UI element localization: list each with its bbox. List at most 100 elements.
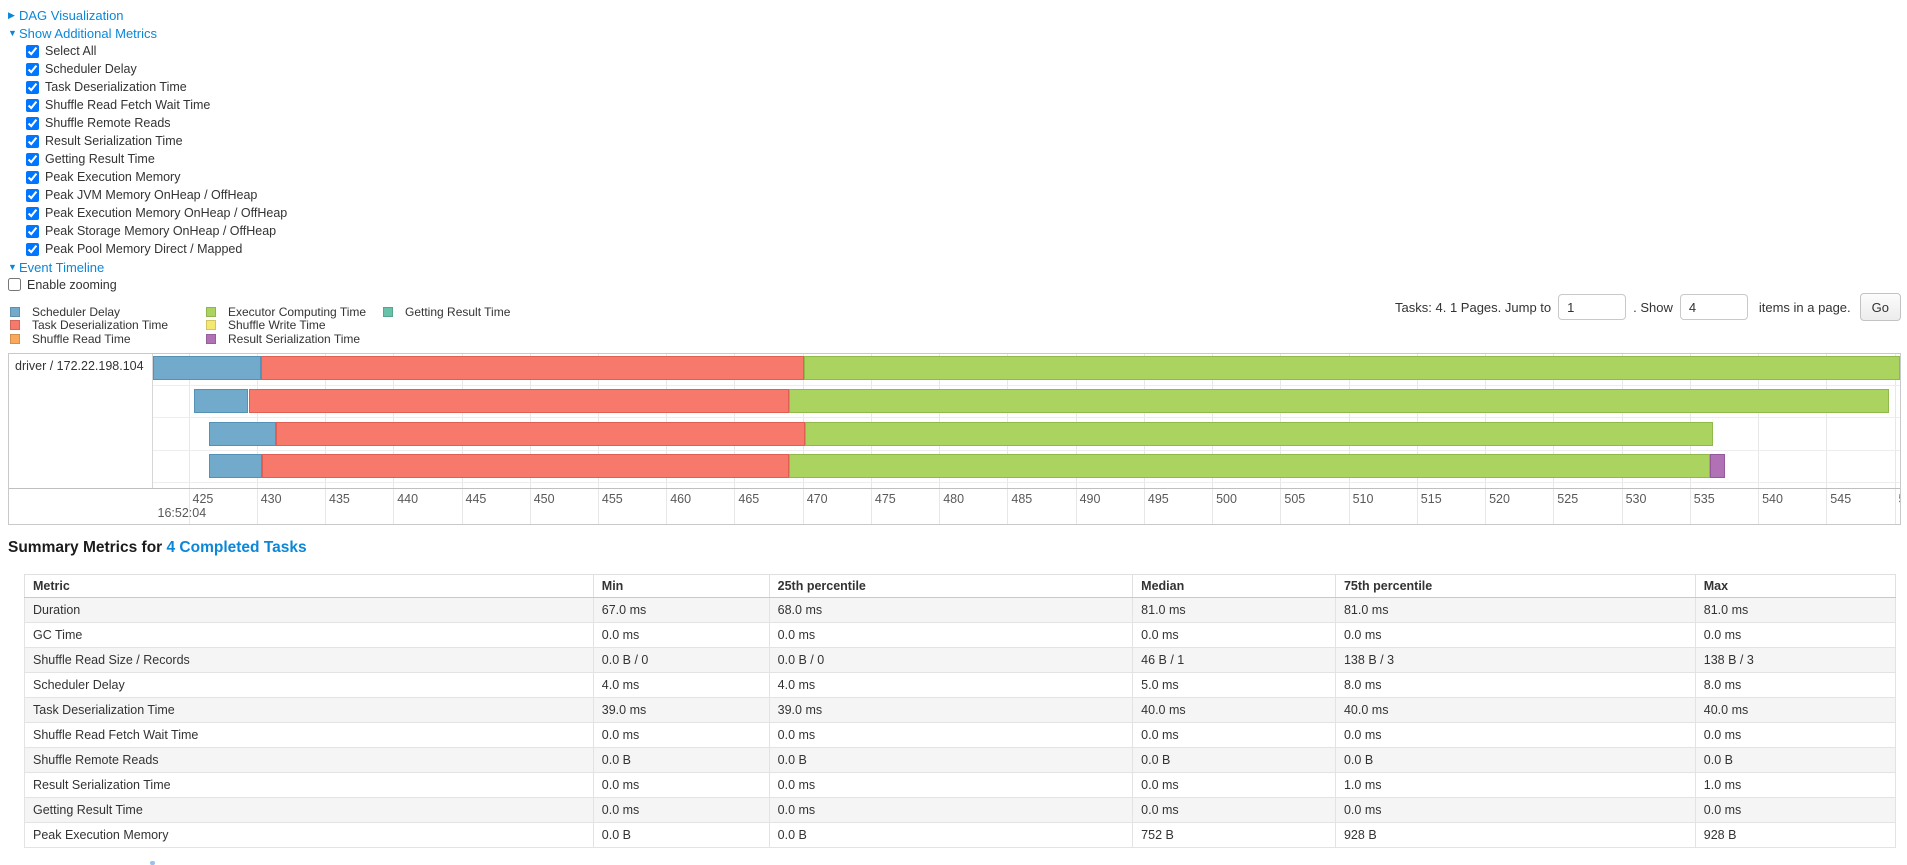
metric-checkbox[interactable] [26,98,39,112]
metric-checkbox[interactable] [26,80,39,94]
gridline [1894,354,1896,524]
jump-to-page-input[interactable] [1558,294,1627,320]
metric-name-cell: Task Deserialization Time [24,697,594,723]
metric-checkbox[interactable] [26,170,39,184]
metric-checkbox[interactable] [26,44,39,58]
task-bar-scheduler_delay[interactable] [209,421,276,446]
axis-tick-label: 510 [1352,492,1374,506]
metric-checkbox[interactable] [26,134,39,148]
axis-tick-label: 465 [738,492,760,506]
task-bar-executor_computing[interactable] [805,421,1713,446]
axis-tick-label: 520 [1489,492,1510,506]
enable-zooming-checkbox[interactable] [8,278,21,291]
task-bar-executor_computing[interactable] [789,454,1711,478]
additional-metrics-list: Select All Scheduler Delay Task Deserializ… [8,42,287,258]
table-header-cell: Min [592,574,770,598]
metric-checkbox-item: Peak JVM Memory OnHeap / OffHeap [26,186,287,204]
gridline [1826,354,1828,524]
metric-checkbox[interactable] [26,224,39,238]
show-additional-metrics-toggle[interactable]: ▼ Show Additional Metrics [8,24,287,42]
metric-value-cell: 67.0 ms [592,597,770,623]
axis-tick-label: 480 [943,492,965,506]
legend-column-2: Executor Computing Time Shuffle Write Tim… [206,305,366,346]
event-timeline-chart: driver / 172.22.198.104 425 430 435 440 445 4… [8,353,1901,525]
axis-tick-label: 440 [397,492,419,506]
completed-tasks-link[interactable]: 4 Completed Tasks [166,539,307,556]
metric-name-cell: Result Serialization Time [24,772,594,798]
metric-checkbox[interactable] [26,152,39,166]
metric-value-cell: 0.0 B [592,747,770,773]
enable-zooming-row: Enable zooming [8,276,287,293]
metric-value-cell: 0.0 ms [1694,622,1897,648]
metric-value-cell: 0.0 ms [1694,722,1897,748]
metric-checkbox-label: Peak JVM Memory OnHeap / OffHeap [45,188,258,202]
dag-visualization-label: DAG Visualization [19,7,124,23]
legend-label: Executor Computing Time [228,304,367,319]
row-separator [153,384,1900,386]
metric-checkbox[interactable] [26,206,39,220]
legend-label: Result Serialization Time [228,331,361,346]
metric-checkbox-item: Peak Execution Memory [26,168,287,186]
task-bar-task_deserialization[interactable] [262,454,789,478]
axis-tick-label: 495 [1147,492,1169,506]
legend-swatch-scheduler_delay [10,306,20,317]
metric-value-cell: 928 B [1334,822,1696,848]
axis-tick-label: 485 [1011,492,1033,506]
metric-name-cell: Shuffle Read Size / Records [24,647,594,673]
task-bar-task_deserialization[interactable] [260,356,804,380]
table-row: Shuffle Remote Reads 0.0 B 0.0 B 0.0 B 0.0 B… [24,747,1897,773]
metric-checkbox-label: Scheduler Delay [45,62,137,76]
metric-value-cell: 0.0 B [1694,747,1897,773]
event-timeline-toggle[interactable]: ▼ Event Timeline [8,258,287,276]
metric-checkbox[interactable] [26,242,39,256]
axis-tick-label: 470 [806,492,828,506]
metric-value-cell: 0.0 ms [1694,797,1897,823]
metric-value-cell: 8.0 ms [1334,672,1696,698]
metric-value-cell: 0.0 B [592,822,770,848]
metric-checkbox[interactable] [26,62,39,76]
metric-value-cell: 0.0 ms [768,622,1134,648]
legend-item: Shuffle Write Time [206,318,366,333]
task-bar-scheduler_delay[interactable] [193,389,249,413]
metric-checkbox-item: Getting Result Time [26,150,287,168]
axis-tick-label: 500 [1216,492,1237,506]
task-bar-task_deserialization[interactable] [275,421,806,446]
legend-item: Scheduler Delay [10,305,168,319]
metric-value-cell: 0.0 ms [1334,797,1696,823]
task-bar-result_serialization[interactable] [1710,454,1726,478]
legend-label: Shuffle Write Time [228,318,326,333]
metric-value-cell: 0.0 ms [1132,772,1336,798]
legend-column-3: Getting Result Time [383,305,510,319]
metric-name-cell: Scheduler Delay [24,672,594,698]
task-bar-task_deserialization[interactable] [248,389,789,413]
table-row: GC Time 0.0 ms 0.0 ms 0.0 ms 0.0 ms 0.0 ms [24,622,1897,648]
items-per-page-input[interactable] [1679,294,1748,320]
legend-swatch-result_serialization [206,333,216,344]
metric-value-cell: 0.0 ms [1132,797,1336,823]
timeline-axis-line [9,488,1900,489]
metric-checkbox[interactable] [26,188,39,202]
clipped-next-section [150,861,155,865]
metric-value-cell: 752 B [1132,822,1336,848]
metric-value-cell: 0.0 ms [1132,722,1336,748]
gridline [1758,354,1760,524]
task-bar-scheduler_delay[interactable] [153,356,261,380]
go-button[interactable]: Go [1859,293,1901,321]
dag-visualization-toggle[interactable]: ▶ DAG Visualization [8,6,287,24]
table-row: Scheduler Delay 4.0 ms 4.0 ms 5.0 ms 8.0 ms 8… [24,672,1897,698]
metric-checkbox-item: Peak Storage Memory OnHeap / OffHeap [26,222,287,240]
task-bar-scheduler_delay[interactable] [209,454,263,478]
metric-value-cell: 0.0 ms [768,722,1134,748]
summary-metrics-title: Summary Metrics for 4 Completed Tasks [8,539,307,557]
metric-value-cell: 0.0 B [768,747,1134,773]
legend-label: Task Deserialization Time [32,318,169,333]
metric-checkbox-label: Select All [45,44,97,58]
metric-checkbox-label: Peak Storage Memory OnHeap / OffHeap [45,224,277,238]
legend-swatch-getting_result [383,306,393,317]
metric-checkbox[interactable] [26,116,39,130]
axis-tick-label: 530 [1625,492,1647,506]
task-bar-executor_computing[interactable] [789,389,1890,413]
metric-value-cell: 4.0 ms [592,672,770,698]
metric-checkbox-label: Peak Execution Memory OnHeap / OffHeap [45,206,288,220]
task-bar-executor_computing[interactable] [804,356,1900,380]
